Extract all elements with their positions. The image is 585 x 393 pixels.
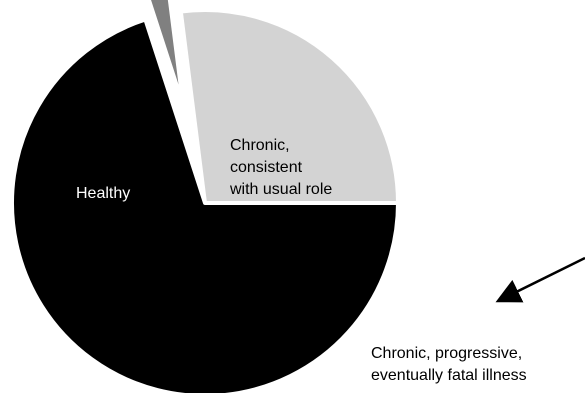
slice-label-healthy: Healthy (76, 185, 130, 202)
pie-slice-1 (146, 0, 186, 108)
pie-slice-0 (178, 8, 400, 205)
annotation-arrow (495, 256, 585, 303)
slice-label-chronic-usual-role: Chronic, consistent with usual role (229, 137, 332, 198)
pie-slice-2 (10, 17, 400, 393)
pie-slices (10, 0, 400, 393)
slice-label-chronic-progressive: Chronic, progressive, eventually fatal i… (371, 345, 527, 384)
